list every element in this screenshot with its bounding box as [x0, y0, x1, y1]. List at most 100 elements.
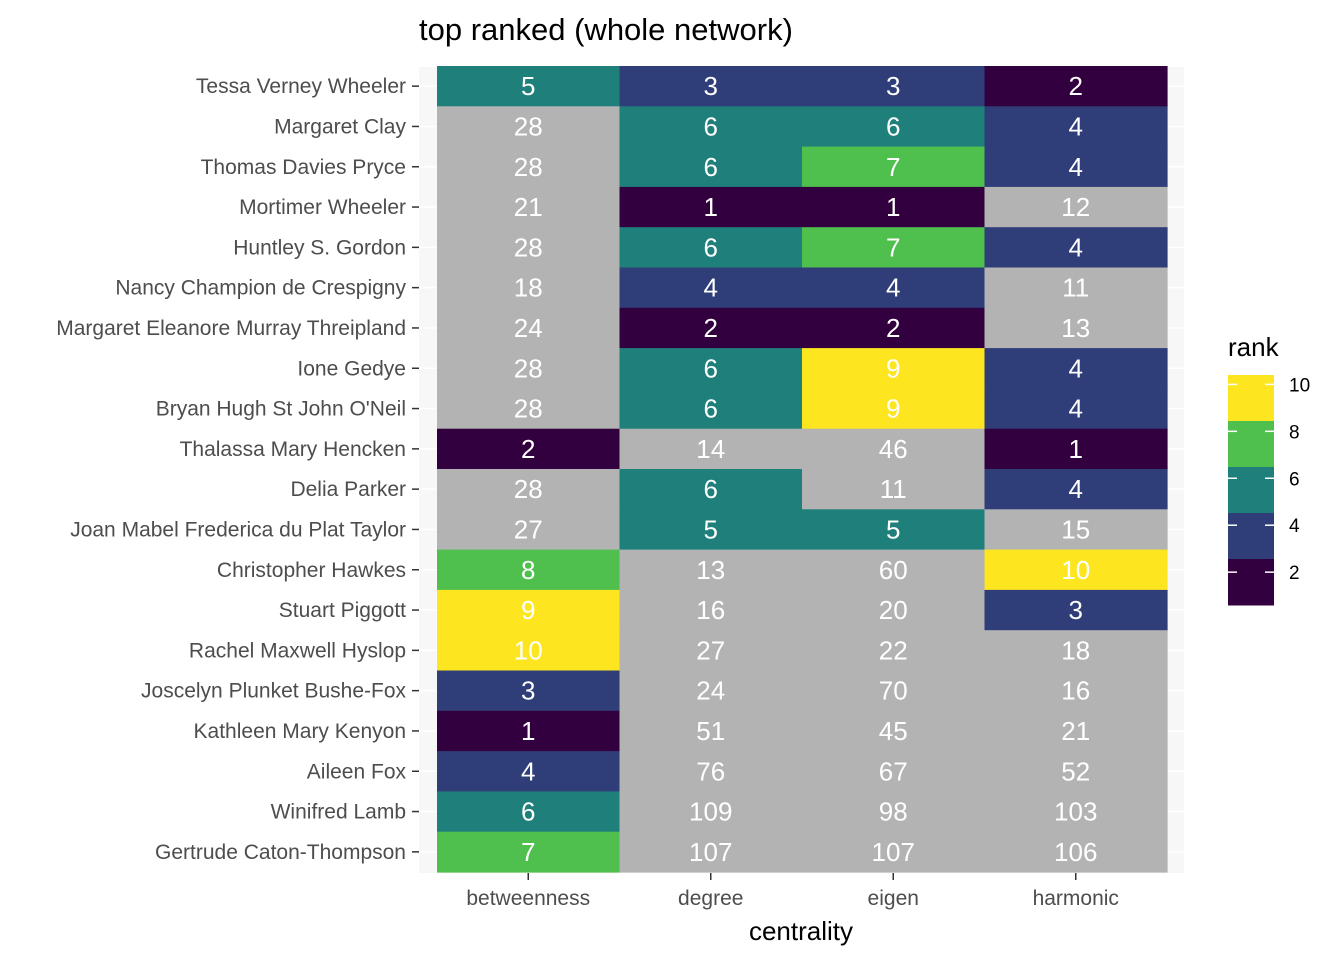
y-tick-label: Tessa Verney Wheeler	[196, 75, 406, 98]
cell-value-label: 76	[696, 756, 725, 786]
heatmap-cell	[984, 751, 1168, 792]
cell-value-label: 1	[1069, 434, 1083, 464]
heatmap-cell	[619, 307, 803, 349]
heatmap-cell	[619, 186, 803, 228]
heatmap-cell	[984, 307, 1168, 349]
heatmap-cell	[437, 791, 621, 833]
y-tick-label: Joscelyn Plunket Bushe-Fox	[141, 680, 406, 703]
cell-value-label: 1	[521, 716, 535, 746]
cell-value-label: 4	[1069, 474, 1083, 504]
cell-value-label: 4	[1069, 353, 1083, 383]
cell-value-label: 24	[696, 676, 725, 706]
heatmap-cell	[984, 710, 1168, 752]
cell-value-label: 2	[1069, 71, 1083, 101]
cell-value-label: 10	[1061, 555, 1090, 585]
heatmap-cell	[802, 751, 986, 792]
legend-tick-label: 8	[1289, 422, 1300, 443]
cell-value-label: 27	[514, 514, 543, 544]
cell-value-label: 67	[879, 756, 908, 786]
cell-value-label: 28	[514, 394, 543, 424]
legend-color-block	[1228, 421, 1274, 468]
cell-value-label: 28	[514, 111, 543, 141]
x-axis-title: centrality	[749, 916, 853, 946]
heatmap-cell	[984, 831, 1168, 873]
x-axis: betweenness degree eigen harmonic	[466, 873, 1119, 910]
y-tick-label: Aileen Fox	[307, 760, 407, 783]
cell-value-label: 4	[1069, 111, 1083, 141]
cell-value-label: 2	[886, 313, 900, 343]
y-tick-label: Margaret Eleanore Murray Threipland	[56, 317, 406, 340]
heatmap-cell	[619, 549, 803, 591]
heatmap-cell	[802, 388, 986, 430]
cell-value-label: 4	[1069, 394, 1083, 424]
cell-value-label: 24	[514, 313, 543, 343]
x-tick-label: eigen	[868, 887, 919, 910]
heatmap-cell	[802, 227, 986, 269]
y-tick-label: Winifred Lamb	[271, 801, 406, 824]
heatmap-cell	[984, 66, 1168, 107]
heatmap-cell	[437, 227, 621, 269]
cell-value-label: 18	[514, 273, 543, 303]
heatmap-cell	[802, 670, 986, 712]
cell-value-label: 6	[704, 474, 718, 504]
heatmap-cell	[619, 428, 803, 470]
cell-value-label: 2	[521, 434, 535, 464]
cell-value-label: 28	[514, 353, 543, 383]
cell-value-label: 98	[879, 797, 908, 827]
heatmap-cell	[619, 388, 803, 430]
heatmap-cell	[984, 146, 1168, 188]
cell-value-label: 9	[521, 595, 535, 625]
heatmap-cell	[619, 831, 803, 873]
x-tick-label: harmonic	[1033, 887, 1119, 910]
heatmap-cell	[437, 630, 621, 672]
y-tick-label: Margaret Clay	[274, 115, 406, 138]
cell-value-label: 1	[886, 192, 900, 222]
cell-value-label: 5	[886, 514, 900, 544]
cell-value-label: 6	[886, 111, 900, 141]
heatmap-cell	[619, 267, 803, 309]
y-tick-label: Nancy Champion de Crespigny	[115, 277, 406, 300]
cell-value-label: 6	[704, 353, 718, 383]
heatmap-cell	[437, 589, 621, 631]
cell-value-label: 13	[696, 555, 725, 585]
cell-value-label: 11	[1062, 273, 1089, 303]
cell-value-label: 9	[886, 394, 900, 424]
heatmap-cell	[437, 751, 621, 792]
cell-value-label: 16	[696, 595, 725, 625]
cell-value-label: 3	[1069, 595, 1083, 625]
heatmap-cell	[984, 428, 1168, 470]
heatmap-cell	[802, 267, 986, 309]
y-tick-label: Huntley S. Gordon	[233, 236, 406, 259]
legend-tick-label: 10	[1289, 375, 1310, 396]
cell-value-label: 18	[1061, 635, 1090, 665]
heatmap-cell	[619, 106, 803, 148]
heatmap-cell	[802, 710, 986, 752]
cell-value-label: 16	[1061, 676, 1090, 706]
cell-value-label: 28	[514, 474, 543, 504]
cell-value-label: 21	[1061, 716, 1090, 746]
cell-value-label: 46	[879, 434, 908, 464]
heatmap-cell	[984, 106, 1168, 148]
heatmap-cell	[802, 831, 986, 873]
heatmap-cell	[619, 509, 803, 551]
cell-value-label: 107	[689, 837, 732, 867]
cell-value-label: 4	[1069, 152, 1083, 182]
heatmap-cell	[802, 791, 986, 833]
heatmap-cell	[984, 267, 1168, 309]
heatmap-cell	[802, 66, 986, 107]
cell-value-label: 27	[696, 635, 725, 665]
cell-value-label: 4	[521, 756, 535, 786]
legend-color-block	[1228, 513, 1274, 560]
cell-value-label: 28	[514, 232, 543, 262]
cell-value-label: 10	[514, 635, 543, 665]
heatmap-cell	[437, 509, 621, 551]
heatmap-cell	[984, 509, 1168, 551]
heatmap-cell	[984, 388, 1168, 430]
cell-value-label: 15	[1061, 514, 1090, 544]
cell-value-label: 9	[886, 353, 900, 383]
legend-color-block	[1228, 559, 1274, 606]
cell-value-label: 7	[886, 232, 900, 262]
cell-value-label: 11	[880, 474, 907, 504]
cell-value-label: 107	[872, 837, 915, 867]
cell-value-label: 51	[696, 716, 725, 746]
